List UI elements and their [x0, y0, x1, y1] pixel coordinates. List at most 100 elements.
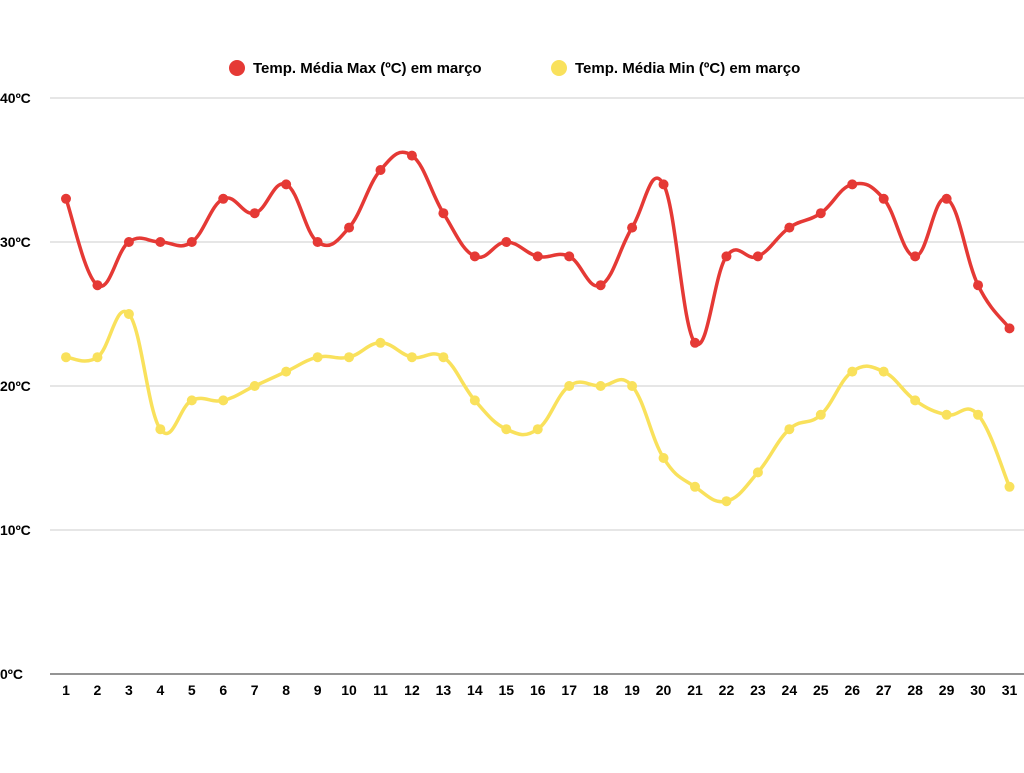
x-tick-label: 17 — [561, 682, 577, 698]
x-tick-label: 21 — [687, 682, 703, 698]
data-point — [218, 193, 229, 204]
x-tick-label: 14 — [467, 682, 483, 698]
data-point — [249, 208, 260, 219]
legend: Temp. Média Max (ºC) em março Temp. Média… — [229, 60, 800, 77]
data-point — [941, 409, 952, 420]
series-min-temperature — [61, 309, 1015, 507]
data-point — [501, 424, 512, 435]
data-point — [847, 179, 858, 190]
x-tick-label: 11 — [373, 682, 388, 698]
data-point — [627, 381, 638, 391]
data-point — [155, 424, 166, 435]
data-point — [344, 222, 355, 233]
data-point — [406, 352, 417, 363]
data-point — [61, 193, 71, 204]
data-point — [532, 424, 543, 435]
x-tick-label: 2 — [94, 682, 102, 698]
data-point — [847, 366, 858, 377]
data-point — [532, 251, 543, 262]
data-point — [878, 193, 889, 204]
series-max-temperature — [61, 150, 1015, 348]
x-tick-label: 29 — [939, 682, 955, 698]
x-tick-label: 16 — [530, 682, 546, 698]
data-point — [690, 337, 700, 348]
data-point — [281, 179, 292, 190]
data-point — [123, 237, 134, 247]
series-line — [64, 150, 1012, 347]
legend-swatch — [551, 60, 567, 76]
data-point — [564, 381, 575, 391]
data-point — [595, 280, 606, 291]
data-point — [438, 208, 449, 219]
x-tick-label: 4 — [156, 682, 164, 698]
x-tick-label: 15 — [499, 682, 515, 698]
data-point — [627, 222, 638, 233]
data-point — [406, 150, 417, 161]
y-tick-label: 20ºC — [0, 378, 31, 394]
data-point — [910, 395, 921, 406]
data-point — [690, 481, 700, 492]
x-tick-label: 30 — [970, 682, 986, 698]
x-tick-label: 7 — [251, 682, 259, 698]
x-axis-ticks: 1 2 3 4 5 6 7 8 9 10 11 12 13 14 15 16 17 18 19 20 21 22 23 24 2… — [62, 682, 1017, 698]
data-point — [186, 395, 197, 406]
data-point — [1004, 481, 1015, 492]
y-tick-label: 30ºC — [0, 234, 31, 250]
x-tick-label: 9 — [314, 682, 322, 698]
x-tick-label: 12 — [404, 682, 420, 698]
data-point — [752, 467, 763, 478]
data-point — [658, 453, 669, 463]
legend-item: Temp. Média Max (ºC) em março — [229, 60, 482, 77]
data-point — [312, 237, 323, 247]
y-axis-ticks: 0ºC 10ºC 20ºC 30ºC 40ºC — [0, 90, 31, 682]
data-point — [155, 237, 166, 247]
data-point — [973, 280, 984, 291]
data-point — [973, 409, 984, 420]
data-point — [375, 337, 386, 348]
data-point — [752, 251, 763, 262]
data-point — [878, 366, 889, 377]
data-point — [438, 352, 449, 363]
x-tick-label: 27 — [876, 682, 892, 698]
x-tick-label: 13 — [436, 682, 452, 698]
x-tick-label: 3 — [125, 682, 133, 698]
data-point — [469, 251, 480, 262]
legend-item: Temp. Média Min (ºC) em março — [551, 60, 800, 77]
y-tick-label: 10ºC — [0, 522, 31, 538]
data-point — [941, 193, 952, 204]
x-tick-label: 31 — [1002, 682, 1018, 698]
data-point — [721, 496, 732, 507]
legend-swatch — [229, 60, 245, 76]
x-tick-label: 5 — [188, 682, 196, 698]
data-point — [910, 251, 921, 262]
x-tick-label: 18 — [593, 682, 609, 698]
data-point — [281, 366, 292, 377]
data-point — [92, 280, 103, 291]
data-point — [1004, 323, 1015, 334]
data-point — [815, 409, 826, 420]
y-tick-label: 40ºC — [0, 90, 31, 106]
x-tick-label: 20 — [656, 682, 672, 698]
x-tick-label: 10 — [341, 682, 357, 698]
x-tick-label: 28 — [907, 682, 923, 698]
data-point — [784, 424, 795, 435]
data-point — [312, 352, 323, 363]
data-point — [721, 251, 732, 262]
data-point — [595, 381, 606, 391]
x-tick-label: 8 — [282, 682, 290, 698]
series-line — [64, 309, 1012, 504]
data-point — [375, 165, 386, 175]
y-tick-label: 0ºC — [0, 666, 23, 682]
x-tick-label: 26 — [844, 682, 860, 698]
data-point — [92, 352, 103, 363]
data-point — [501, 237, 512, 247]
data-point — [469, 395, 480, 406]
x-tick-label: 19 — [624, 682, 640, 698]
data-point — [218, 395, 229, 406]
x-tick-label: 6 — [219, 682, 227, 698]
data-point — [61, 352, 71, 363]
data-point — [564, 251, 575, 262]
data-point — [186, 237, 197, 247]
